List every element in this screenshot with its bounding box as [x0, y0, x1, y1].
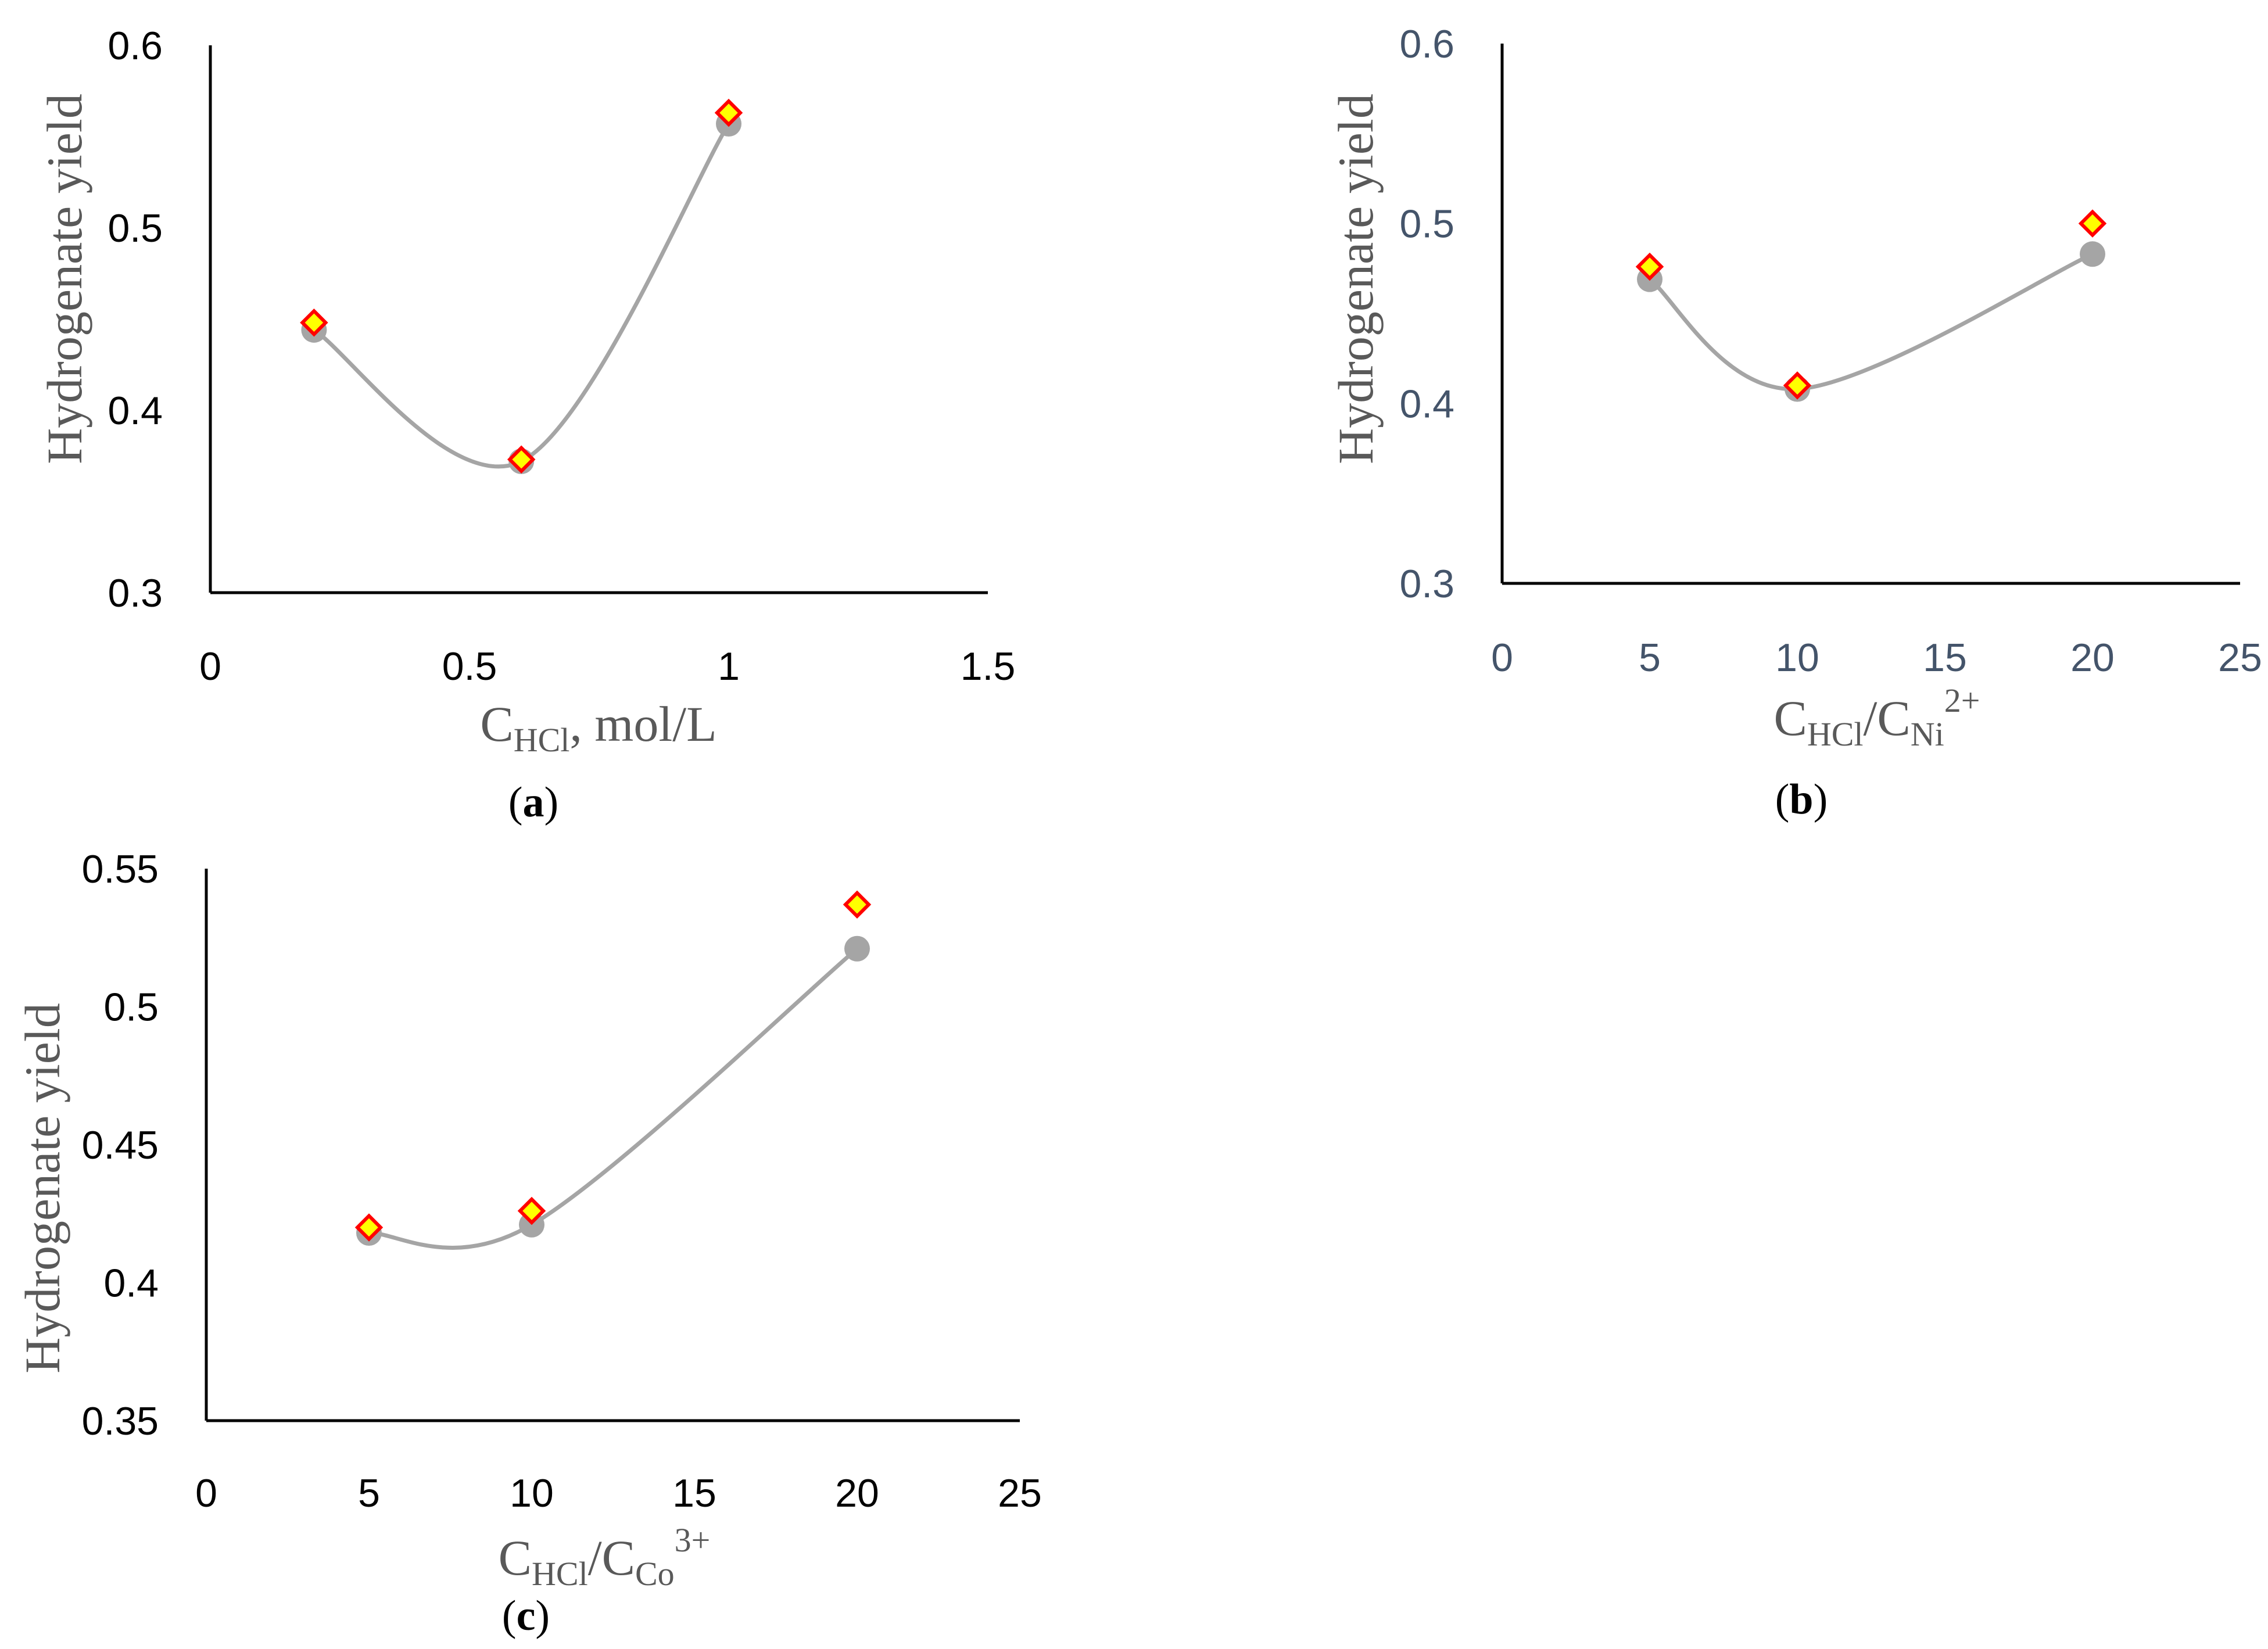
x-axis-label-part: , mol/L	[569, 696, 716, 752]
x-axis-label-sub: HCl	[532, 1555, 588, 1593]
x-tick-label: 25	[998, 1471, 1042, 1515]
panel-label-paren: )	[544, 779, 559, 826]
x-tick-label: 0	[195, 1471, 217, 1515]
x-axis-label-sub: HCl	[514, 721, 570, 759]
y-axis-label: Hydrogenate yield	[1328, 94, 1384, 464]
x-axis-label: CHCl/CCo3+	[499, 1521, 711, 1593]
x-tick-label: 20	[2070, 636, 2115, 680]
panel-label-letter: a	[523, 779, 544, 826]
data-point-diamond	[714, 98, 743, 127]
x-tick-label: 20	[835, 1471, 879, 1515]
series-trend-line	[368, 947, 859, 1250]
x-axis-label-part: /C	[588, 1530, 635, 1586]
y-tick-label: 0.6	[108, 24, 163, 68]
x-axis-label-part: C	[499, 1530, 532, 1586]
y-tick-label: 0.5	[108, 206, 163, 250]
panel-label-letter: b	[1789, 776, 1813, 823]
x-tick-label: 15	[1923, 636, 1967, 680]
y-tick-label: 0.55	[82, 847, 159, 891]
panel-label-paren: )	[535, 1592, 550, 1640]
x-axis-label: CHCl, mol/L	[480, 696, 716, 759]
panel-c: 0 5 10 15 20 25 0.35 0.4 0.45 0.5 0.55 Hydrogenate …	[15, 847, 1042, 1640]
y-axis-label: Hydrogenate yield	[15, 1003, 70, 1374]
y-tick-label: 0.4	[103, 1261, 159, 1306]
y-tick-label: 0.5	[103, 985, 159, 1030]
x-tick-label: 25	[2218, 636, 2262, 680]
x-axis-label-sub: Co	[635, 1555, 675, 1593]
y-tick-label: 0.6	[1399, 22, 1454, 66]
data-point-diamond	[354, 1213, 384, 1242]
y-tick-label: 0.4	[1399, 382, 1454, 426]
x-tick-label: 1.5	[961, 644, 1016, 689]
panel-label: (c)	[502, 1592, 550, 1640]
data-point-diamond	[2078, 209, 2107, 238]
data-point-diamond	[843, 890, 872, 919]
data-point-circle	[2080, 241, 2105, 267]
x-axis-label-part: /C	[1864, 690, 1911, 746]
x-tick-label: 10	[1775, 636, 1819, 680]
series-trend-line	[1648, 252, 2094, 392]
data-point-diamond	[300, 309, 328, 337]
x-axis-label-part: C	[1773, 690, 1807, 746]
y-tick-label: 0.4	[108, 389, 163, 433]
x-axis-label: CHCl/CNi2+	[1773, 682, 1980, 753]
x-axis-label-sup: 2+	[1944, 682, 1980, 719]
y-axis-label: Hydrogenate yield	[37, 94, 92, 464]
panel-label: (a)	[508, 779, 558, 826]
x-tick-label: 10	[510, 1471, 554, 1515]
data-point-diamond	[507, 445, 536, 474]
panel-label-paren: (	[502, 1592, 517, 1640]
x-axis-label-sup: 3+	[675, 1521, 711, 1559]
data-point-circle	[844, 935, 870, 962]
data-point-diamond	[517, 1196, 546, 1225]
x-tick-label: 0	[199, 644, 221, 689]
panel-label-letter: c	[517, 1592, 536, 1640]
x-axis-label-sub: HCl	[1807, 715, 1864, 753]
y-tick-label: 0.3	[108, 571, 163, 615]
x-tick-label: 5	[358, 1471, 380, 1515]
data-point-diamond	[1783, 371, 1812, 400]
panel-label-paren: )	[1814, 776, 1828, 823]
x-tick-label: 15	[672, 1471, 716, 1515]
x-axis-label-sub: Ni	[1911, 715, 1944, 753]
data-point-diamond	[1635, 252, 1664, 281]
panel-label-paren: (	[508, 779, 523, 826]
x-tick-label: 5	[1639, 636, 1661, 680]
y-tick-label: 0.35	[82, 1399, 159, 1443]
x-tick-label: 0.5	[442, 644, 497, 689]
y-tick-label: 0.5	[1399, 202, 1454, 246]
x-tick-label: 0	[1491, 636, 1513, 680]
x-tick-label: 1	[718, 644, 740, 689]
y-tick-label: 0.3	[1399, 562, 1454, 606]
panel-a: 0 0.5 1 1.5 0.3 0.4 0.5 0.6 Hydrogenate yield CHC…	[37, 24, 1015, 826]
panel-label-paren: (	[1775, 776, 1790, 823]
panel-b: 0 5 10 15 20 25 0.3 0.4 0.5 0.6 Hydrogenate yield C…	[1328, 22, 2262, 823]
y-tick-label: 0.45	[82, 1123, 159, 1167]
panel-label: (b)	[1775, 776, 1828, 823]
x-axis-label-part: C	[480, 696, 513, 752]
series-trend-line	[313, 123, 730, 469]
